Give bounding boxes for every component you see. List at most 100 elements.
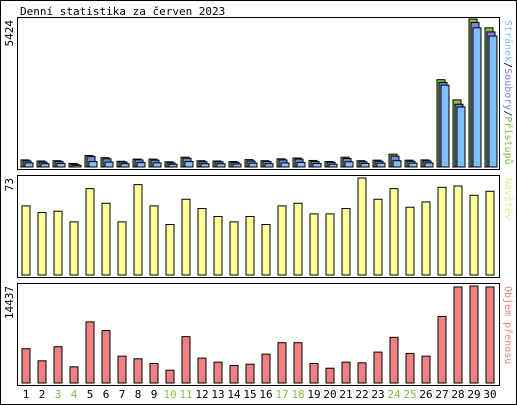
day-label-17: 17 (275, 388, 288, 401)
panel-bot-frame (17, 283, 500, 386)
chart-title: Denní statistika za červen 2023 (20, 5, 225, 18)
bar-pages-day-20 (328, 163, 338, 168)
bar-traffic-day-12 (197, 357, 207, 384)
day-label-11: 11 (179, 388, 192, 401)
bar-visits-day-2 (37, 212, 47, 276)
day-labels: 1 2 3 4 5 6 7 8 9 10 11 12 13 14 15 16 17 18 19 20 21 22 23 24 2… (23, 388, 497, 401)
panel-top-frame (17, 17, 500, 170)
bar-visits-day-18 (293, 202, 303, 276)
bar-visits-day-28 (453, 185, 463, 276)
bar-pages-day-27 (440, 84, 450, 168)
bar-visits-day-6 (101, 202, 111, 276)
day-label-5: 5 (87, 388, 94, 401)
bar-visits-day-5 (85, 188, 95, 276)
bar-pages-day-5 (88, 161, 98, 168)
bar-pages-day-6 (104, 161, 114, 168)
day-label-18: 18 (291, 388, 304, 401)
y-max-label-top: 5424 (3, 20, 16, 47)
bar-pages-day-14 (232, 163, 242, 168)
bar-pages-day-9 (152, 162, 162, 168)
y-max-label-mid: 73 (3, 178, 16, 191)
day-label-10: 10 (163, 388, 176, 401)
day-label-21: 21 (339, 388, 352, 401)
bar-pages-day-29 (472, 27, 482, 168)
bar-pages-day-26 (424, 162, 434, 168)
day-label-30: 30 (483, 388, 496, 401)
bar-pages-day-18 (296, 161, 306, 168)
bar-visits-day-16 (261, 224, 271, 276)
bar-visits-day-19 (309, 213, 319, 276)
bar-pages-day-17 (280, 162, 290, 168)
bar-visits-day-14 (229, 221, 239, 276)
bar-traffic-day-13 (213, 361, 223, 384)
day-label-1: 1 (23, 388, 30, 401)
bar-visits-day-23 (373, 198, 383, 276)
bar-pages-day-22 (360, 162, 370, 168)
day-label-20: 20 (323, 388, 336, 401)
bar-traffic-day-10 (165, 369, 175, 384)
bar-traffic-day-7 (117, 355, 127, 384)
bar-pages-day-3 (56, 162, 66, 168)
bar-pages-day-10 (168, 163, 178, 168)
bar-traffic-day-16 (261, 353, 271, 384)
bar-visits-day-3 (53, 210, 63, 276)
day-label-9: 9 (151, 388, 158, 401)
bar-traffic-day-24 (389, 336, 399, 384)
bar-pages-day-23 (376, 162, 386, 168)
bar-pages-day-13 (216, 163, 226, 168)
bar-traffic-day-26 (421, 355, 431, 384)
bars-bot (21, 285, 495, 384)
bar-visits-day-10 (165, 224, 175, 276)
bar-traffic-day-30 (485, 286, 495, 384)
bar-pages-day-28 (456, 106, 466, 168)
bar-traffic-day-23 (373, 351, 383, 384)
bar-visits-day-22 (357, 177, 367, 276)
day-label-25: 25 (403, 388, 416, 401)
bar-visits-day-27 (437, 186, 447, 276)
day-label-16: 16 (259, 388, 272, 401)
day-label-29: 29 (467, 388, 480, 401)
bar-visits-day-17 (277, 205, 287, 276)
bar-traffic-day-4 (69, 366, 79, 384)
bar-traffic-day-28 (453, 286, 463, 384)
day-label-23: 23 (371, 388, 384, 401)
bar-traffic-day-8 (133, 358, 143, 384)
bar-pages-day-21 (344, 161, 354, 168)
day-label-27: 27 (435, 388, 448, 401)
bar-traffic-day-15 (245, 363, 255, 384)
bar-visits-day-11 (181, 198, 191, 276)
bar-traffic-day-27 (437, 315, 447, 384)
bar-visits-day-4 (69, 221, 79, 276)
bar-visits-day-24 (389, 188, 399, 276)
bar-visits-day-12 (197, 208, 207, 276)
bar-traffic-day-3 (53, 346, 63, 384)
bar-visits-day-25 (405, 206, 415, 276)
day-label-7: 7 (119, 388, 126, 401)
day-label-14: 14 (227, 388, 241, 401)
bar-pages-day-11 (184, 161, 194, 168)
day-label-26: 26 (419, 388, 432, 401)
bar-traffic-day-20 (325, 367, 335, 384)
day-label-4: 4 (71, 388, 78, 401)
day-label-19: 19 (307, 388, 320, 401)
day-label-15: 15 (243, 388, 256, 401)
day-label-2: 2 (39, 388, 46, 401)
bar-traffic-day-17 (277, 342, 287, 384)
bar-traffic-day-5 (85, 321, 95, 384)
bar-traffic-day-9 (149, 363, 159, 384)
day-label-24: 24 (387, 388, 401, 401)
legend-bot: Objem přenosu (502, 286, 514, 364)
day-label-3: 3 (55, 388, 62, 401)
legend-mid: Návštěv (502, 178, 514, 220)
bar-pages-day-30 (488, 35, 498, 168)
day-label-22: 22 (355, 388, 368, 401)
bar-pages-day-7 (120, 163, 130, 168)
panel-mid-frame (17, 175, 500, 278)
bar-traffic-day-21 (341, 361, 351, 384)
bar-pages-day-25 (408, 162, 418, 168)
bar-visits-day-7 (117, 221, 127, 276)
bar-traffic-day-29 (469, 285, 479, 384)
bar-pages-day-24 (392, 160, 402, 168)
bar-visits-day-21 (341, 208, 351, 276)
